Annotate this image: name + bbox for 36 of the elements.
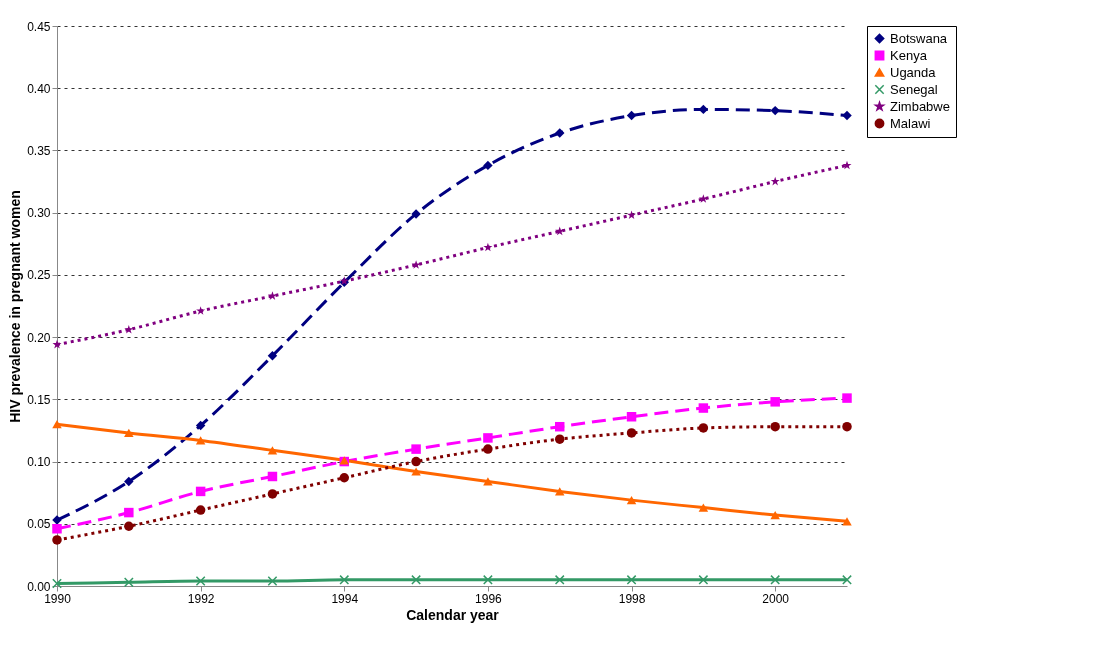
point (52, 578, 62, 589)
y-tick-label: 0.25 (27, 268, 51, 283)
legend-label: Uganda (890, 64, 937, 80)
point (267, 576, 278, 586)
x-tick-label: 2000 (762, 591, 790, 606)
y-tick-label: 0.15 (27, 392, 51, 407)
y-tick-label: 0.30 (27, 206, 51, 221)
point (411, 574, 422, 585)
point (698, 574, 709, 585)
x-tick-label: 1996 (475, 591, 503, 606)
point (554, 574, 565, 585)
x-tick-label: 1994 (331, 591, 359, 606)
y-tick-label: 0.40 (27, 81, 51, 96)
x-tick-label: 1998 (618, 591, 646, 606)
x-tick-label: 1992 (187, 591, 215, 606)
legend-label: Zimbabwe (890, 98, 950, 114)
point (123, 577, 134, 588)
y-tick-label: 0.00 (27, 579, 51, 594)
y-axis-title: HIV prevalence in pregnant women (7, 190, 24, 423)
point (339, 574, 350, 585)
y-tick-label: 0.05 (27, 517, 51, 532)
point (842, 574, 852, 585)
y-tick-label: 0.35 (27, 143, 51, 158)
point (195, 576, 206, 586)
point (770, 574, 781, 585)
legend-label: Kenya (890, 47, 928, 63)
point (626, 574, 637, 585)
y-tick-label: 0.20 (27, 330, 51, 345)
x-axis-title: Calendar year (406, 606, 500, 623)
point (482, 574, 493, 585)
y-tick-label: 0.10 (27, 455, 51, 470)
legend-label: Botswana (890, 30, 948, 46)
x-tick-label: 1990 (44, 591, 72, 606)
y-tick-label: 0.45 (27, 19, 51, 34)
legend-label: Malawi (890, 115, 931, 131)
legend-label: Senegal (890, 81, 938, 97)
